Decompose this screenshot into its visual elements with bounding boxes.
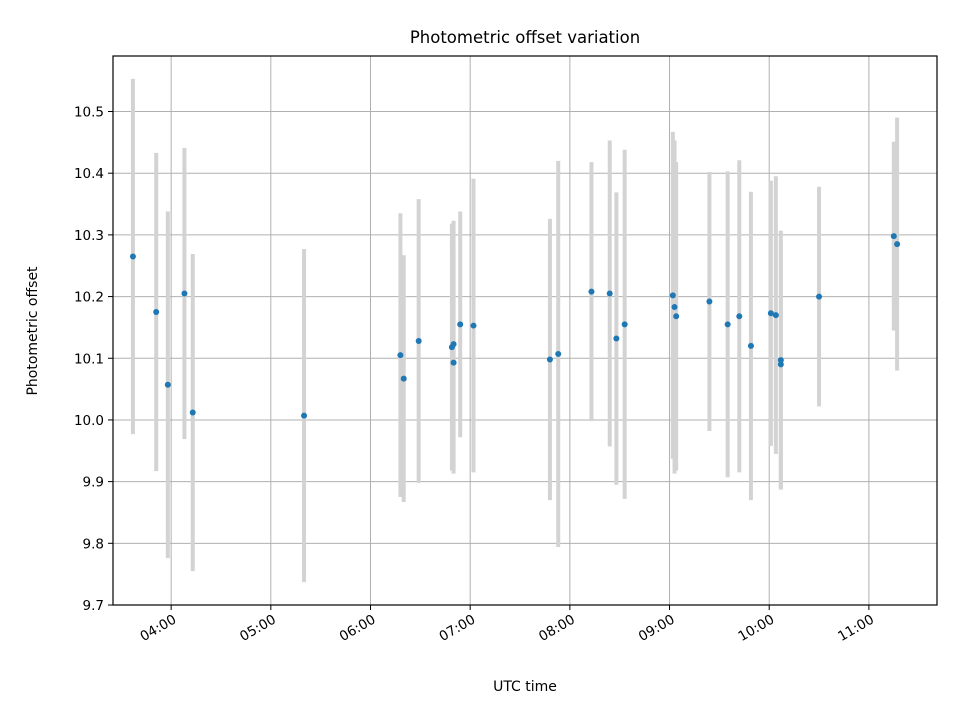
y-tick-label: 9.7: [83, 598, 104, 614]
data-point: [450, 341, 457, 348]
y-tick-label: 9.8: [83, 536, 104, 552]
data-point: [767, 310, 774, 317]
data-point: [450, 359, 457, 366]
data-point: [816, 293, 823, 300]
data-point: [671, 304, 678, 311]
data-point: [669, 292, 676, 299]
y-tick-label: 9.9: [83, 475, 104, 491]
data-point: [894, 241, 901, 248]
data-point: [555, 350, 562, 357]
data-point: [777, 361, 784, 368]
data-point: [457, 321, 464, 328]
data-point: [415, 337, 422, 344]
data-point: [164, 381, 171, 388]
y-tick-label: 10.5: [74, 105, 104, 121]
data-point: [747, 342, 754, 349]
y-tick-label: 10.1: [74, 351, 104, 367]
data-point: [673, 313, 680, 320]
data-point: [470, 322, 477, 329]
y-axis-label: Photometric offset: [25, 266, 41, 396]
data-point: [588, 288, 595, 295]
data-point: [301, 412, 308, 419]
data-point: [189, 409, 196, 416]
grid-lines: [113, 56, 937, 606]
data-point: [621, 321, 628, 328]
data-point: [129, 253, 136, 260]
data-point: [706, 298, 713, 305]
data-point: [613, 335, 620, 342]
data-point: [181, 290, 188, 297]
data-point: [777, 357, 784, 364]
data-point: [606, 290, 613, 297]
chart-title: Photometric offset variation: [410, 28, 640, 47]
data-point: [772, 312, 779, 319]
y-tick-label: 10.0: [74, 413, 104, 429]
data-point: [890, 233, 897, 240]
y-axis: 9.7 9.8 9.9 10.0 10.1 10.2 10.3 10.4 10.5: [74, 105, 113, 614]
data-point: [153, 308, 160, 315]
y-tick-label: 10.2: [74, 290, 104, 306]
data-point: [400, 375, 407, 382]
y-tick-label: 10.3: [74, 228, 104, 244]
data-point: [397, 352, 404, 359]
data-point: [736, 313, 743, 320]
plot-frame: [112, 55, 938, 606]
data-point: [546, 356, 553, 363]
data-point: [724, 321, 731, 328]
y-tick-label: 10.4: [74, 166, 104, 182]
data-points: [129, 233, 901, 419]
x-axis-label: UTC time: [493, 679, 557, 695]
